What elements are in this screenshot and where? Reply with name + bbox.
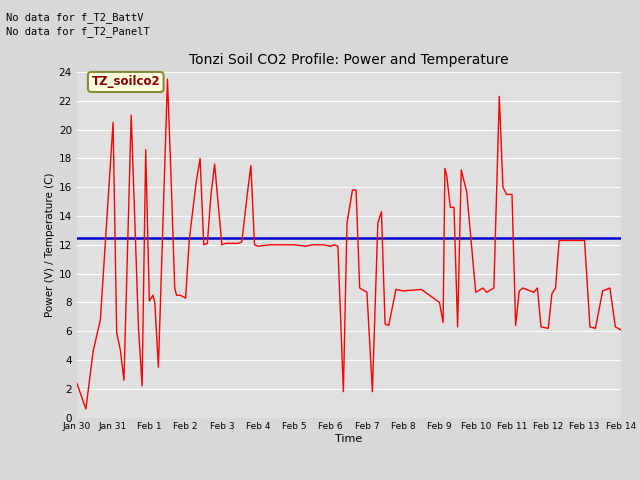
Y-axis label: Power (V) / Temperature (C): Power (V) / Temperature (C) [45,172,54,317]
Text: No data for f_T2_BattV: No data for f_T2_BattV [6,12,144,23]
Text: TZ_soilco2: TZ_soilco2 [92,75,160,88]
Title: Tonzi Soil CO2 Profile: Power and Temperature: Tonzi Soil CO2 Profile: Power and Temper… [189,53,509,67]
X-axis label: Time: Time [335,434,362,444]
Text: No data for f_T2_PanelT: No data for f_T2_PanelT [6,26,150,37]
